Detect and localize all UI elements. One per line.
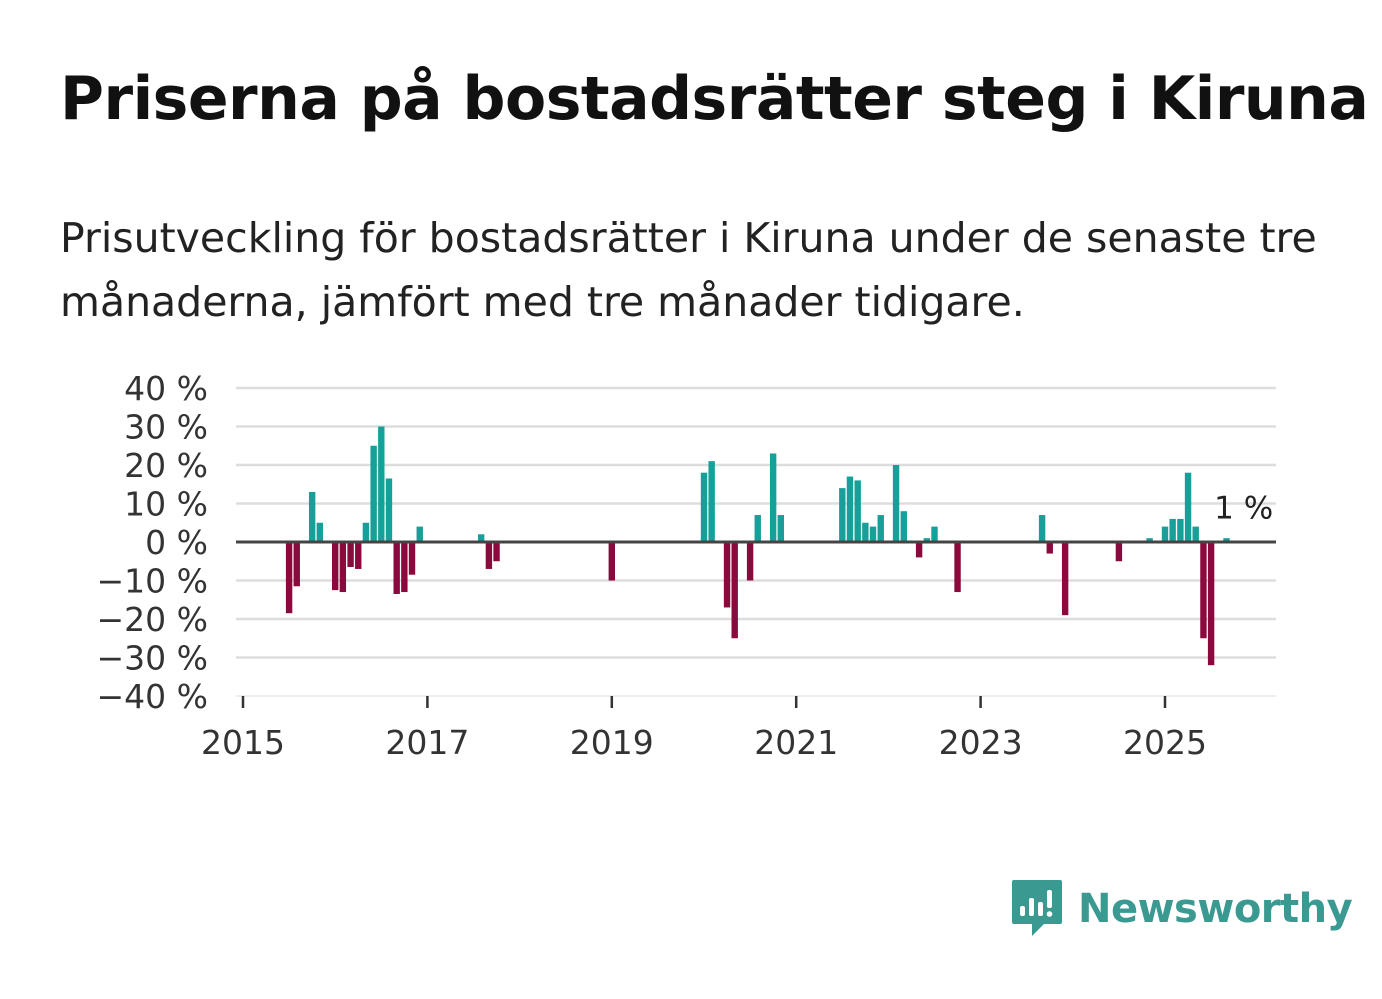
newsworthy-brand: Newsworthy [1010, 878, 1353, 940]
bar [308, 491, 316, 542]
bars [285, 426, 1230, 666]
chart-title: Priserna på bostadsrätter steg i Kiruna [60, 64, 1369, 134]
bar [1200, 542, 1207, 639]
bar [731, 542, 738, 639]
bar [839, 488, 846, 542]
x-tick-label: 2023 [939, 723, 1023, 762]
bar [416, 526, 423, 542]
bar [777, 515, 785, 542]
bar [1169, 518, 1176, 542]
y-tick-label: 40 % [124, 369, 208, 408]
bar [900, 511, 907, 542]
bar [862, 522, 869, 542]
bar [1207, 542, 1215, 666]
bar [408, 542, 416, 575]
bar [923, 538, 931, 542]
bar [854, 480, 861, 542]
y-tick-label: −10 % [97, 562, 209, 601]
bar [1046, 542, 1053, 554]
bar [401, 542, 408, 593]
bar [931, 526, 938, 542]
bar [347, 542, 354, 568]
bar [877, 515, 884, 542]
bar [493, 542, 500, 562]
brand-name: Newsworthy [1078, 886, 1353, 932]
bar [362, 522, 370, 542]
x-tick-label: 2019 [570, 723, 654, 762]
x-tick-label: 2025 [1123, 723, 1207, 762]
bar [1192, 526, 1199, 542]
bar [708, 461, 715, 542]
bar [869, 526, 877, 542]
bar [385, 478, 393, 542]
bar [1061, 542, 1069, 616]
bar [608, 542, 615, 581]
x-tick-label: 2015 [201, 723, 285, 762]
y-tick-label: 20 % [124, 446, 208, 485]
y-tick-label: 0 % [145, 523, 208, 562]
bar [1184, 472, 1192, 542]
bar [285, 542, 293, 614]
bar [723, 542, 731, 608]
bar [316, 522, 324, 542]
bar [370, 445, 377, 542]
bar [1223, 538, 1230, 542]
y-tick-label: −30 % [97, 639, 209, 678]
chart-subtitle: Prisutveckling för bostadsrätter i Kirun… [60, 214, 1317, 326]
bar [1177, 518, 1184, 542]
bar [754, 515, 761, 542]
x-tick-label: 2021 [754, 723, 838, 762]
bar [293, 542, 300, 587]
bar [393, 542, 400, 594]
bar [954, 542, 961, 593]
bar [892, 465, 900, 542]
x-tick-label: 2017 [385, 723, 469, 762]
newsworthy-logo-icon [1012, 880, 1062, 936]
y-tick-label: −20 % [97, 600, 209, 639]
bar [355, 542, 362, 569]
last-value-annotation: 1 % [1214, 491, 1273, 527]
bar [485, 542, 493, 569]
bar [1115, 542, 1123, 562]
grid-lines [236, 386, 1276, 697]
bar [700, 472, 708, 542]
bar [477, 534, 485, 542]
y-tick-label: −40 % [97, 677, 209, 716]
axes [236, 540, 1276, 708]
y-tick-label: 30 % [124, 408, 208, 447]
bar [746, 542, 754, 581]
bar [332, 542, 339, 591]
bar [378, 426, 385, 542]
bar [1161, 526, 1169, 542]
bar [846, 476, 854, 542]
bar [769, 453, 777, 542]
bar [1038, 515, 1046, 542]
bar [1146, 538, 1153, 542]
tick-labels: 40 %30 %20 %10 %0 %−10 %−20 %−30 %−40 % 2… [97, 369, 1274, 762]
bar [339, 542, 347, 593]
bar [915, 542, 923, 558]
y-tick-label: 10 % [124, 485, 208, 524]
